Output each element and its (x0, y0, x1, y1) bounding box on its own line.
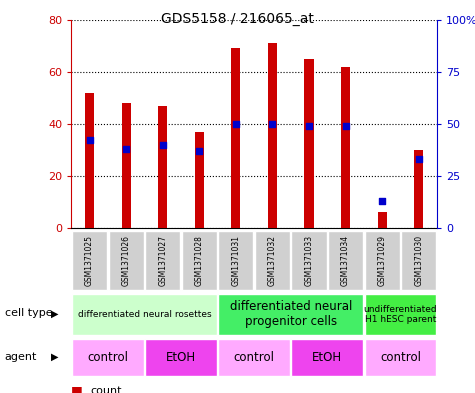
Bar (341, 66, 350, 228)
Bar (365, 294, 436, 335)
Text: GSM1371031: GSM1371031 (231, 235, 240, 286)
Text: GSM1371026: GSM1371026 (122, 235, 131, 286)
Point (415, 156, 423, 162)
Bar (255, 231, 290, 290)
Point (196, 148, 203, 154)
Text: differentiated neural rosettes: differentiated neural rosettes (77, 310, 211, 319)
Text: undifferentiated
H1 hESC parent: undifferentiated H1 hESC parent (364, 305, 437, 324)
Bar (365, 339, 436, 376)
Bar (72, 231, 107, 290)
Point (305, 123, 313, 129)
Text: count: count (90, 386, 122, 393)
Text: GSM1371028: GSM1371028 (195, 235, 204, 286)
Text: EtOH: EtOH (312, 351, 342, 364)
Bar (365, 231, 399, 290)
Text: ▶: ▶ (51, 309, 58, 318)
Bar (218, 231, 253, 290)
Bar (268, 43, 277, 228)
Bar (218, 294, 363, 335)
Text: GSM1371029: GSM1371029 (378, 235, 387, 286)
Bar (328, 231, 363, 290)
Bar (414, 150, 423, 228)
Text: GSM1371032: GSM1371032 (268, 235, 277, 286)
Bar (158, 106, 167, 228)
Text: agent: agent (5, 352, 37, 362)
Text: GSM1371030: GSM1371030 (414, 235, 423, 286)
Point (232, 121, 239, 127)
Bar (218, 339, 290, 376)
Bar (122, 103, 131, 228)
Text: control: control (380, 351, 421, 364)
Bar (72, 294, 217, 335)
Text: differentiated neural
progenitor cells: differentiated neural progenitor cells (229, 300, 352, 329)
Point (342, 123, 350, 129)
Text: control: control (87, 351, 128, 364)
Text: EtOH: EtOH (166, 351, 196, 364)
Bar (182, 231, 217, 290)
Bar (109, 231, 143, 290)
Bar (231, 48, 240, 228)
Bar (145, 231, 180, 290)
Bar (292, 339, 363, 376)
Point (123, 146, 130, 152)
Bar (72, 339, 143, 376)
Text: GSM1371033: GSM1371033 (304, 235, 314, 286)
Text: GDS5158 / 216065_at: GDS5158 / 216065_at (161, 12, 314, 26)
Text: GSM1371027: GSM1371027 (158, 235, 167, 286)
Point (159, 141, 166, 148)
Point (269, 121, 276, 127)
Text: ▶: ▶ (51, 352, 58, 362)
Point (379, 198, 386, 204)
Text: GSM1371034: GSM1371034 (341, 235, 350, 286)
Bar (195, 132, 204, 228)
Bar (378, 212, 387, 228)
Text: GSM1371025: GSM1371025 (85, 235, 94, 286)
Bar (85, 93, 94, 228)
Point (86, 137, 93, 143)
Bar (145, 339, 217, 376)
Text: ■: ■ (71, 384, 83, 393)
Text: control: control (234, 351, 275, 364)
Bar (304, 59, 314, 228)
Text: cell type: cell type (5, 309, 52, 318)
Bar (292, 231, 326, 290)
Bar (401, 231, 436, 290)
